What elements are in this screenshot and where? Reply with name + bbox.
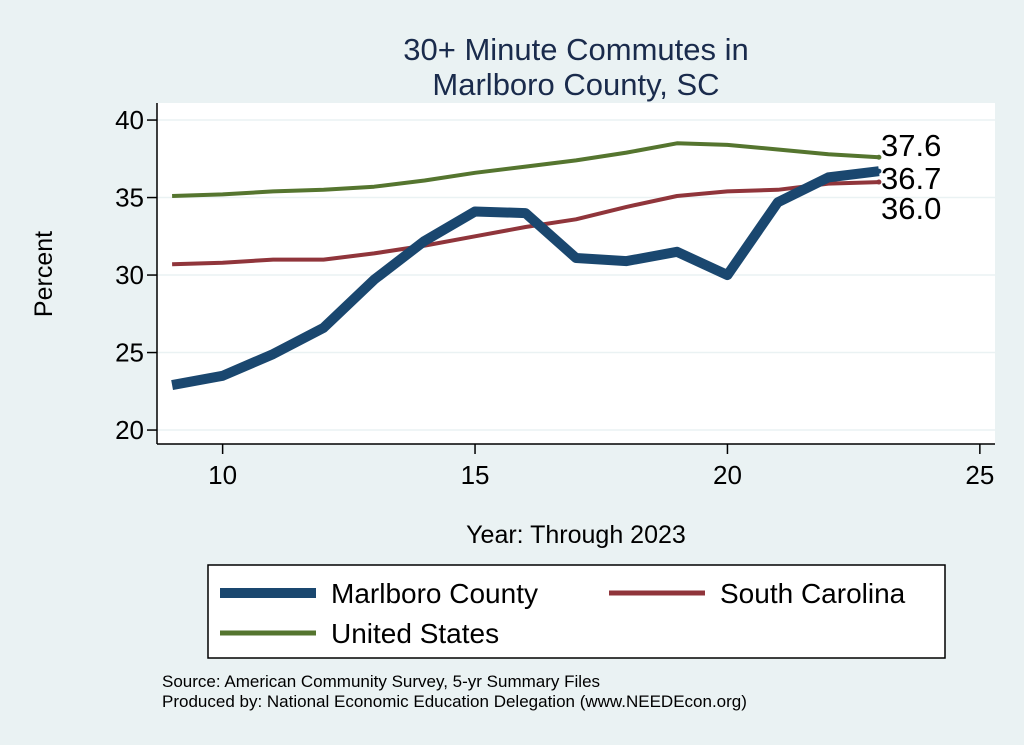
series-line-marlboro-county	[171, 166, 880, 391]
end-label-united-states: 37.6	[881, 128, 941, 163]
end-marker-south-carolina	[876, 179, 882, 185]
legend-label-united-states: United States	[331, 618, 499, 649]
series-line-united-states	[172, 141, 880, 198]
y-tick-label-40: 40	[115, 105, 144, 135]
y-axis-label: Percent	[30, 231, 58, 317]
x-tick-label-10: 10	[208, 460, 237, 490]
x-axis-label: Year: Through 2023	[466, 521, 686, 549]
y-tick-label-35: 35	[115, 183, 144, 213]
plot-area	[157, 103, 995, 444]
grid	[157, 119, 995, 431]
source-note: Source: American Community Survey, 5-yr …	[162, 672, 600, 691]
y-tick-label-30: 30	[115, 260, 144, 290]
chart-title-line-1: 30+ Minute Commutes in	[403, 32, 748, 67]
legend-label-marlboro-county: Marlboro County	[331, 578, 538, 609]
y-tick-label-25: 25	[115, 338, 144, 368]
legend-label-south-carolina: South Carolina	[720, 578, 906, 609]
series-lines	[171, 141, 880, 391]
chart-title-line-2: Marlboro County, SC	[432, 67, 719, 102]
y-tick-label-20: 20	[115, 415, 144, 445]
end-label-south-carolina: 36.0	[881, 191, 941, 226]
x-tick-label-20: 20	[713, 460, 742, 490]
x-tick-label-25: 25	[965, 460, 994, 490]
end-label-marlboro-county: 36.7	[881, 161, 941, 196]
legend-box	[207, 564, 946, 659]
series-line-south-carolina	[172, 180, 879, 267]
axes: 20 25 30 35 40 10 15 20 25	[115, 103, 995, 490]
end-marker-marlboro-county	[876, 168, 882, 174]
legend: Marlboro County South Carolina United St…	[207, 564, 946, 659]
produced-by-note: Produced by: National Economic Education…	[162, 692, 747, 711]
end-labels: 36.736.0 37.6	[876, 128, 941, 226]
x-tick-label-15: 15	[461, 460, 490, 490]
end-marker-united-states	[876, 154, 882, 160]
